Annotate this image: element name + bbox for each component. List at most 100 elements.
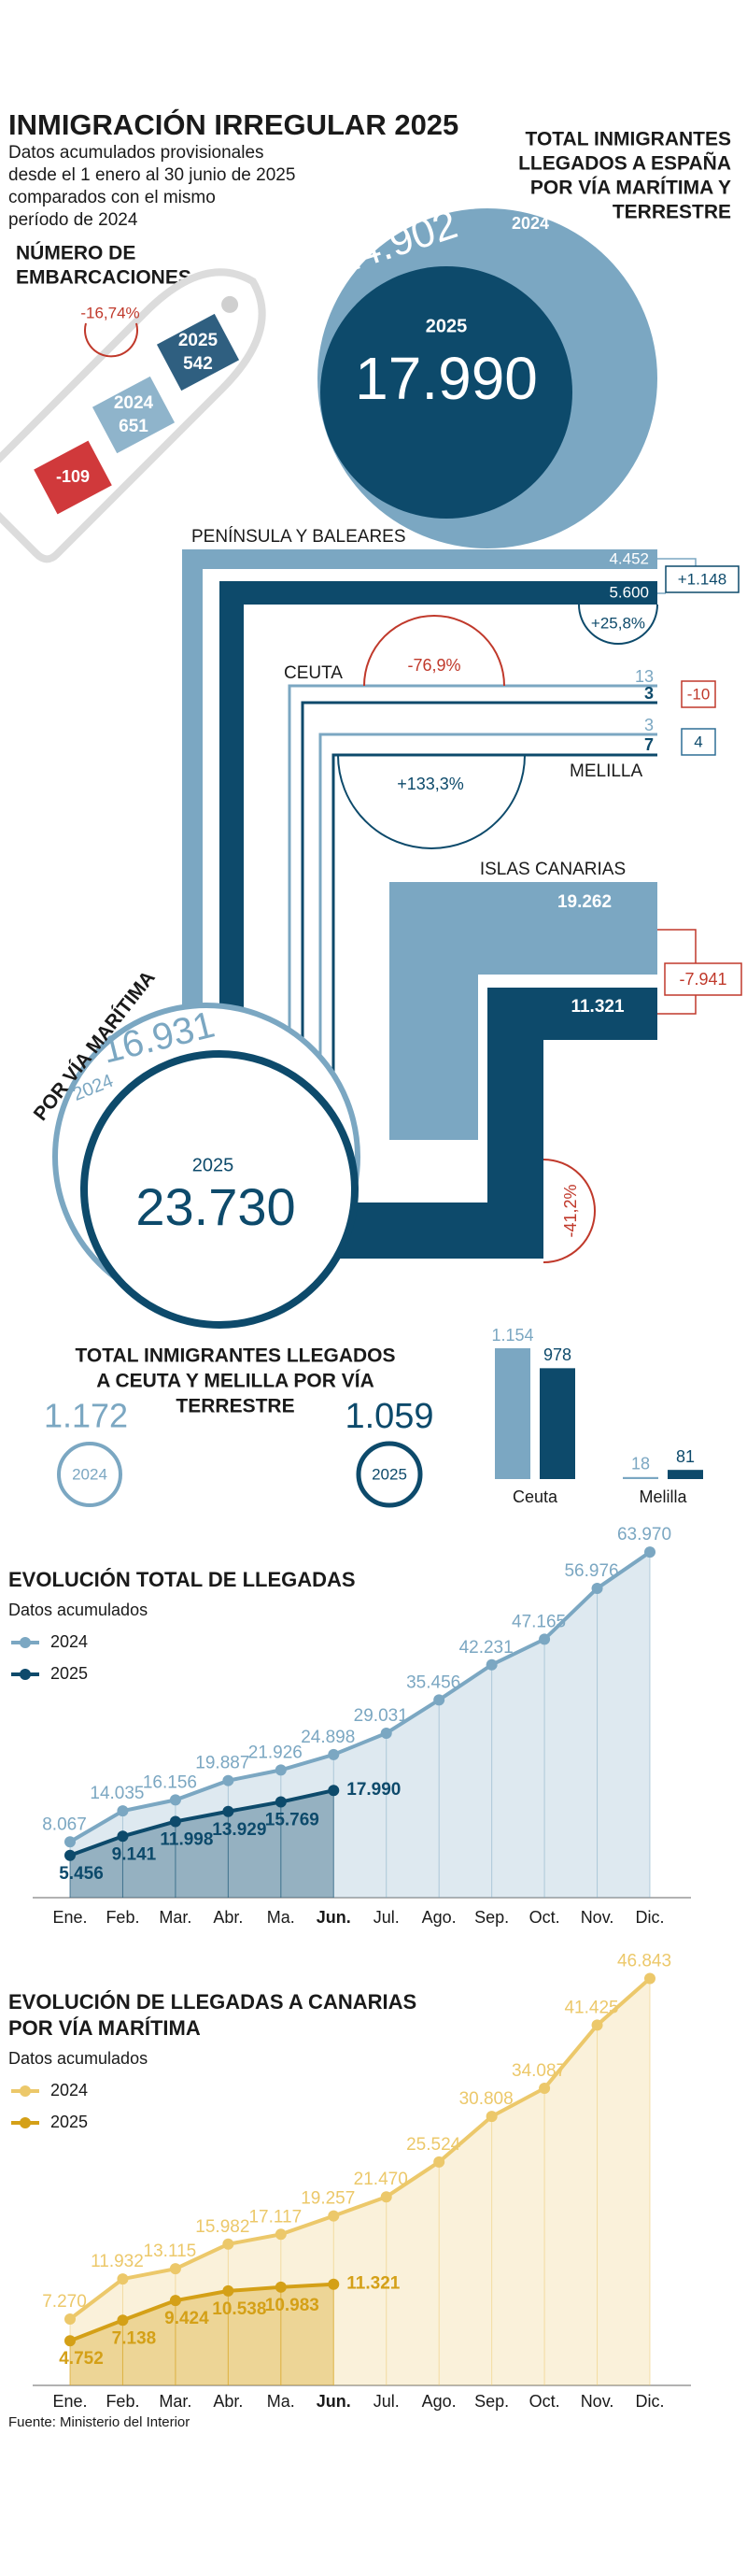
route-name: ISLAS CANARIAS [480, 860, 626, 879]
point [591, 1582, 603, 1594]
legend-label: 2025 [50, 1664, 88, 1683]
value-label: 81 [676, 1447, 695, 1466]
value-label: 21.470 [354, 2170, 408, 2189]
boats-value: 651 [119, 417, 148, 436]
area [70, 1978, 650, 2385]
line-ceuta-2024 [288, 684, 657, 1121]
x-tick-label: Dic. [636, 1908, 665, 1927]
value-label: 24.898 [301, 1728, 355, 1747]
value-label: 35.456 [406, 1672, 460, 1692]
x-tick-label: Jun. [317, 2392, 351, 2411]
value-label: 17.117 [248, 2207, 302, 2227]
bracket [657, 558, 697, 594]
x-tick-label: Abr. [213, 1908, 243, 1927]
point [117, 2273, 129, 2285]
value-label: 7.138 [112, 2328, 157, 2348]
x-tick-label: Jul. [374, 2392, 400, 2411]
route-2025: 5.600 [609, 583, 649, 601]
point [64, 2313, 76, 2326]
route-change: +25,8% [591, 614, 645, 632]
value-label: 17.990 [346, 1780, 401, 1800]
value-label: 25.524 [406, 2135, 461, 2155]
line-ceuta-2025 [301, 701, 657, 1121]
legend-label: 2025 [50, 2113, 88, 2131]
value-label: 1.154 [491, 1326, 533, 1345]
boats-year: 2024 [114, 393, 154, 413]
point [486, 2111, 498, 2123]
value-label: 11.321 [346, 2274, 400, 2294]
line-melilla-2025 [331, 753, 657, 1121]
x-tick-label: Ago. [422, 1908, 457, 1927]
chart-title: EVOLUCIÓN DE LLEGADAS A CANARIAS [8, 1990, 416, 2014]
route-diff: -7.941 [679, 970, 726, 989]
total-title: POR VÍA MARÍTIMA Y [530, 178, 731, 199]
circle-2025 [320, 266, 572, 519]
line [68, 1550, 652, 1843]
point [222, 2284, 234, 2297]
x-tick-label: Ene. [52, 2392, 87, 2411]
value-label: 18 [631, 1455, 650, 1473]
x-tick-label: Mar. [159, 1908, 191, 1927]
land-2025: 1.059 [345, 1397, 433, 1436]
point [64, 2335, 76, 2347]
land-title: TOTAL INMIGRANTES LLEGADOS [75, 1345, 395, 1367]
value-label: 63.970 [617, 1525, 671, 1544]
value-2025: 23.730 [135, 1177, 295, 1236]
x-tick-label: Ago. [422, 2392, 457, 2411]
value-label: 46.843 [617, 1951, 671, 1971]
route-2025: 11.321 [571, 997, 624, 1017]
route-change: -76,9% [407, 656, 460, 675]
box-2024 [92, 376, 176, 454]
point [117, 1830, 129, 1843]
x-tick-label: Oct. [529, 2392, 560, 2411]
route-name: PENÍNSULA Y BALEARES [191, 527, 406, 547]
diff-box [681, 680, 716, 708]
point [328, 1785, 340, 1797]
point [328, 1748, 340, 1760]
value-label: 34.087 [512, 2061, 566, 2081]
land-year: 2024 [72, 1465, 107, 1483]
x-tick-label: Ene. [52, 1908, 87, 1927]
point [222, 1774, 234, 1786]
value-label: 16.156 [143, 1772, 197, 1792]
chart-subtitle: Datos acumulados [8, 1601, 148, 1619]
boats-title: NÚMERO DE [16, 242, 135, 264]
value-label: 11.998 [160, 1829, 213, 1849]
point [169, 1794, 181, 1806]
point [380, 1727, 392, 1739]
value-label: 56.976 [564, 1561, 618, 1581]
x-tick-label: Oct. [529, 1908, 560, 1927]
band-canarias-2024 [389, 882, 657, 1140]
x-tick-label: Nov. [581, 2392, 614, 2411]
route-name: CEUTA [284, 663, 343, 683]
subtitle: período de 2024 [8, 210, 138, 230]
point [64, 1836, 76, 1848]
route-2024: 19.262 [557, 892, 612, 912]
boats-title: EMBARCACIONES [16, 267, 191, 289]
value-label: 30.808 [459, 2089, 514, 2109]
point [117, 2314, 129, 2327]
subtitle: Datos acumulados provisionales [8, 143, 264, 163]
land-circle-2025 [356, 1441, 423, 1508]
route-name: MELILLA [570, 761, 642, 781]
chart-title: EVOLUCIÓN TOTAL DE LLEGADAS [8, 1568, 356, 1591]
value-label: 10.538 [212, 2299, 266, 2319]
total-title: LLEGADOS A ESPAÑA [518, 153, 731, 175]
year-2025: 2025 [192, 1155, 234, 1175]
circle-2025 [80, 1050, 359, 1329]
land-2024: 1.172 [44, 1397, 128, 1435]
legend-label: 2024 [50, 2081, 88, 2099]
point [169, 2295, 181, 2307]
route-2024: 3 [644, 716, 654, 734]
point [275, 2228, 287, 2241]
land-circle-2024 [57, 1442, 122, 1507]
area [70, 2284, 334, 2385]
x-tick-label: Dic. [636, 2392, 665, 2411]
point [591, 2019, 603, 2031]
line-melilla-2024 [318, 733, 657, 1121]
legend-dot [20, 2117, 31, 2128]
value-label: 10.983 [265, 2296, 319, 2315]
point [117, 1805, 129, 1817]
legend-dot [20, 1669, 31, 1680]
